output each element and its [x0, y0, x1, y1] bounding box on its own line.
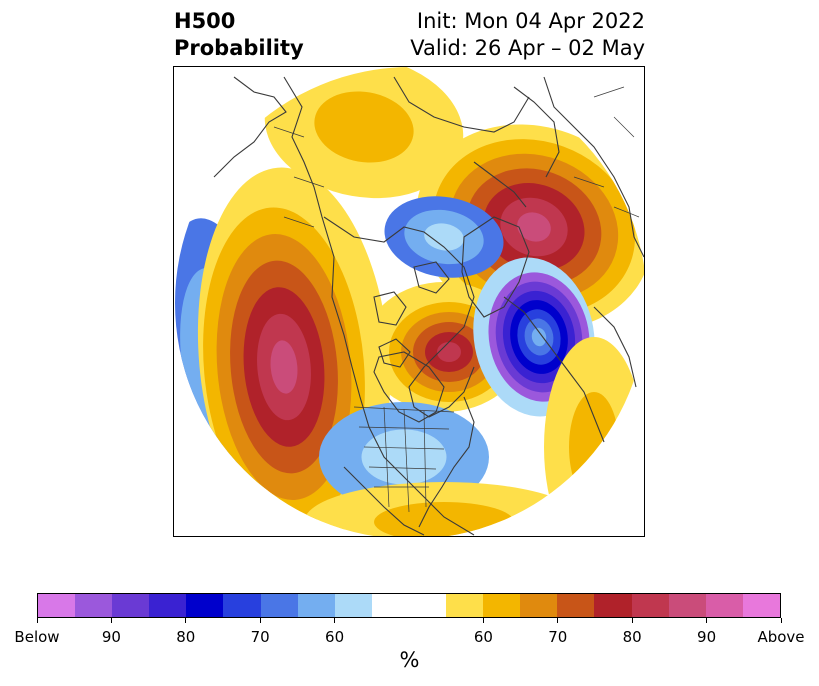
above-anomaly-arctic	[314, 91, 414, 163]
init-date: Init: Mon 04 Apr 2022	[416, 9, 645, 33]
colorbar-segment	[38, 594, 76, 617]
colorbar-tick-label: 60	[325, 628, 345, 646]
colorbar-tick	[706, 618, 708, 623]
colorbar-tick	[259, 618, 261, 623]
colorbar-tick	[110, 618, 112, 623]
colorbar-segment	[705, 594, 743, 617]
above-anomaly-eurasia	[517, 212, 551, 242]
colorbar-tick-label: 80	[622, 628, 642, 646]
colorbar-tick	[36, 618, 38, 623]
colorbar-tick-label: 80	[176, 628, 196, 646]
colorbar-segment	[483, 594, 521, 617]
colorbar-segment	[260, 594, 298, 617]
colorbar-tick	[482, 618, 484, 623]
colorbar-segment	[446, 594, 484, 617]
colorbar-segment	[594, 594, 632, 617]
colorbar-segment	[742, 594, 780, 617]
below-anomaly-arctic	[424, 223, 464, 251]
colorbar-segment	[149, 594, 187, 617]
colorbar-segment	[520, 594, 558, 617]
colorbar-segment	[297, 594, 335, 617]
colorbar-segment	[668, 594, 706, 617]
above-anomaly-pacific	[270, 340, 298, 394]
probability-field	[175, 67, 644, 536]
colorbar-tick-label: 60	[473, 628, 493, 646]
valid-range: Valid: 26 Apr – 02 May	[410, 36, 645, 60]
colorbar-tick-label: 70	[548, 628, 568, 646]
colorbar-segment	[75, 594, 113, 617]
chart-title-right: Init: Mon 04 Apr 2022 Valid: 26 Apr – 02…	[410, 8, 645, 62]
colorbar-tick	[185, 618, 187, 623]
colorbar-tick-label: 90	[101, 628, 121, 646]
colorbar-segment	[186, 594, 224, 617]
colorbar-tick-label: Below	[14, 628, 60, 646]
colorbar-tick-label: 70	[250, 628, 270, 646]
colorbar-tick	[631, 618, 633, 623]
colorbar-segment	[334, 594, 372, 617]
colorbar-segment	[112, 594, 150, 617]
title-product: Probability	[174, 36, 304, 60]
probability-map-svg	[174, 67, 644, 536]
below-anomaly-europe	[531, 327, 547, 347]
colorbar	[37, 593, 781, 618]
above-anomaly-central	[437, 342, 461, 362]
colorbar-tick-label: 90	[697, 628, 717, 646]
colorbar-ticks	[36, 618, 782, 628]
colorbar-tick	[557, 618, 559, 623]
chart-title-left: H500 Probability	[174, 8, 304, 62]
colorbar-tick	[780, 618, 782, 623]
colorbar-segment	[557, 594, 595, 617]
colorbar-tick-label: Above	[757, 628, 805, 646]
title-variable: H500	[174, 9, 236, 33]
colorbar-segment	[223, 594, 261, 617]
colorbar-segment	[631, 594, 669, 617]
colorbar-segment	[371, 594, 447, 617]
coastlines	[213, 76, 644, 536]
colorbar-tick	[334, 618, 336, 623]
colorbar-unit-label: %	[399, 648, 420, 672]
polar-map	[173, 66, 645, 537]
